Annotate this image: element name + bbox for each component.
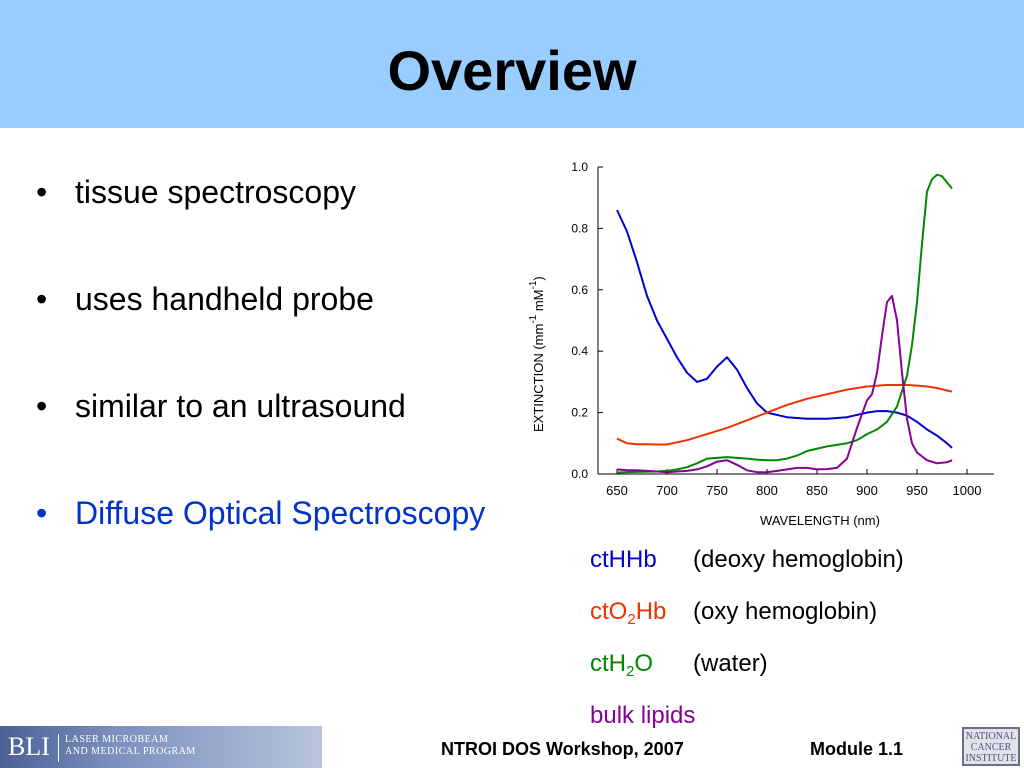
- bullet-item: • tissue spectroscopy: [30, 172, 485, 212]
- y-axis-label: EXTINCTION (mm-1 mM-1): [528, 276, 546, 432]
- x-tick-label: 800: [756, 483, 778, 498]
- bullet-item: • similar to an ultrasound: [30, 386, 485, 426]
- legend-code: ctO2Hb: [590, 598, 667, 628]
- logo-divider: [58, 734, 59, 762]
- bullet-dot-icon: •: [36, 388, 48, 424]
- series-line: [616, 209, 953, 449]
- y-tick-label: 0.8: [571, 221, 588, 235]
- workshop-footer: NTROI DOS Workshop, 2007: [441, 739, 684, 759]
- bullet-dot-icon: •: [36, 495, 48, 531]
- nci-logo: NATIONAL CANCER INSTITUTE: [962, 727, 1020, 766]
- legend-code: bulk lipids: [590, 702, 696, 729]
- title-bar: Overview: [0, 0, 1024, 128]
- y-tick-label: 0.4: [571, 344, 588, 358]
- x-tick-label: 700: [656, 483, 678, 498]
- bullet-text: Diffuse Optical Spectroscopy: [75, 495, 486, 531]
- x-tick-label: 950: [906, 483, 928, 498]
- extinction-spectrum-chart: 0.0 0.2 0.4 0.6 0.8 1.0 650 700 750 800 850 900 950 1…: [528, 160, 994, 528]
- series-line: [616, 384, 953, 446]
- x-tick-label: 850: [806, 483, 828, 498]
- y-tick-label: 0.0: [571, 467, 588, 481]
- series-line: [616, 294, 953, 474]
- legend-description: (deoxy hemoglobin): [693, 546, 904, 573]
- x-tick-label: 650: [606, 483, 628, 498]
- bullet-item: • uses handheld probe: [30, 279, 485, 319]
- x-tick-label: 750: [706, 483, 728, 498]
- x-axis-label: WAVELENGTH (nm): [760, 513, 880, 528]
- series-line: [616, 173, 953, 474]
- module-number: Module 1.1: [810, 739, 904, 759]
- bli-logo: BLI LASER MICROBEAM AND MEDICAL PROGRAM: [0, 726, 322, 768]
- legend-code: ctHHb: [590, 546, 657, 573]
- legend-description: (oxy hemoglobin): [693, 598, 878, 625]
- bullet-dot-icon: •: [36, 281, 48, 317]
- bullet-text: tissue spectroscopy: [75, 174, 357, 210]
- bli-logo-mark: BLI: [8, 732, 50, 761]
- y-tick-label: 0.2: [571, 406, 588, 420]
- slide-title: Overview: [387, 39, 637, 102]
- bullet-text: uses handheld probe: [75, 281, 374, 317]
- bullet-item-highlighted: • Diffuse Optical Spectroscopy: [30, 493, 485, 533]
- x-tick-label: 900: [856, 483, 878, 498]
- bullet-text: similar to an ultrasound: [75, 388, 406, 424]
- legend-description: (water): [693, 650, 768, 677]
- bullet-list: • tissue spectroscopy • uses handheld prob…: [30, 172, 485, 600]
- legend-code: ctH2O: [590, 650, 654, 680]
- bli-logo-text: LASER MICROBEAM AND MEDICAL PROGRAM: [65, 734, 196, 757]
- y-tick-label: 1.0: [571, 160, 588, 174]
- bullet-dot-icon: •: [36, 174, 48, 210]
- x-tick-label: 1000: [953, 483, 982, 498]
- y-tick-label: 0.6: [571, 283, 588, 297]
